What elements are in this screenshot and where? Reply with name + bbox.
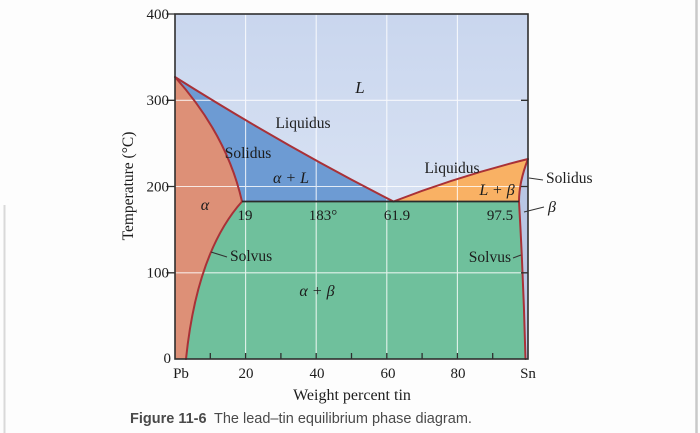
region-alpha-fill	[175, 77, 242, 359]
label-liquidus-right: Liquidus	[424, 160, 479, 177]
y-tick-0: 0	[164, 351, 172, 367]
region-alpha-liquid-fill	[175, 77, 394, 202]
axis-ticks	[166, 13, 528, 359]
caption-text: The lead–tin equilibrium phase diagram.	[214, 411, 472, 427]
region-alpha-beta-fill	[186, 201, 526, 359]
value-eutectic-comp: 61.9	[384, 208, 410, 224]
x-tick-pb: Pb	[173, 366, 189, 382]
label-alpha-region: α	[201, 197, 210, 214]
x-tick-80: 80	[451, 366, 466, 382]
label-liquidus-left: Liquidus	[275, 115, 330, 132]
curve-solidus-left	[174, 76, 243, 203]
leader-solvus-right	[512, 254, 522, 259]
caption-figure-label: Figure 11-6	[130, 411, 207, 427]
region-liquid-beta-fill	[393, 159, 528, 202]
label-liquid-region: L	[354, 78, 364, 97]
x-tick-sn: Sn	[520, 366, 536, 382]
value-beta-min: 97.5	[487, 208, 513, 224]
leader-solidus-right	[528, 177, 544, 181]
y-tick-200: 200	[147, 180, 170, 196]
curve-liquidus-left	[174, 76, 395, 203]
leader-beta	[523, 206, 545, 213]
label-solidus-right: Solidus	[546, 170, 593, 187]
leader-lines	[210, 177, 545, 259]
leader-solvus-left	[210, 251, 228, 258]
y-axis-title: Temperature (°C)	[120, 132, 137, 241]
curve-solvus-left	[185, 200, 243, 360]
x-tick-40: 40	[310, 366, 325, 382]
x-axis-title: Weight percent tin	[293, 387, 411, 404]
y-tick-100: 100	[147, 266, 170, 282]
curve-solvus-right	[518, 200, 527, 360]
curve-solidus-right	[518, 158, 529, 203]
label-alpha-beta-region: α + β	[299, 283, 334, 300]
x-tick-60: 60	[381, 366, 396, 382]
x-tick-20: 20	[239, 366, 254, 382]
value-eutectic-temp: 183°	[309, 208, 338, 224]
label-solvus-left: Solvus	[230, 248, 272, 265]
region-beta-fill	[519, 159, 528, 359]
label-liquid-beta-region: L + β	[478, 182, 514, 199]
label-solidus-left: Solidus	[225, 145, 272, 162]
label-alpha-liquid-region: α + L	[273, 170, 309, 187]
value-alpha-max: 19	[238, 208, 253, 224]
gridlines	[175, 14, 527, 358]
label-solvus-right: Solvus	[469, 249, 511, 266]
curve-liquidus-right	[392, 158, 529, 203]
phase-boundaries	[174, 76, 529, 360]
label-beta-region: β	[547, 199, 556, 216]
y-tick-400: 400	[147, 7, 170, 23]
y-tick-300: 300	[147, 93, 170, 109]
